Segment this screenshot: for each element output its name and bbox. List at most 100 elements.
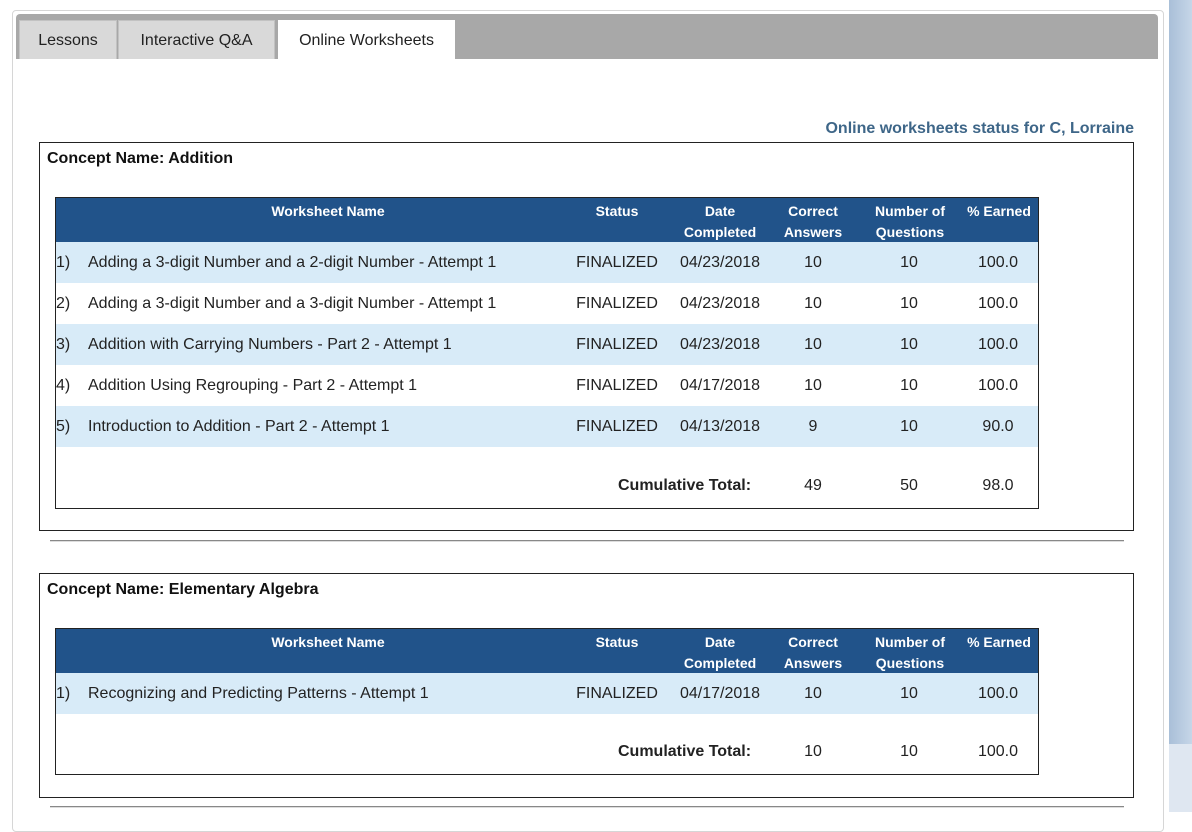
cell-name[interactable]: Recognizing and Predicting Patterns - At… [88, 685, 429, 702]
cell-num: 5) [56, 418, 71, 435]
scrollbar-thumb[interactable] [1169, 744, 1192, 812]
col-header-status: Status [576, 201, 658, 222]
col-header-date-completed: Date Completed [670, 201, 770, 243]
col-header-percent-earned-line: % Earned [967, 203, 1031, 219]
cumulative-total-row: Cumulative Total: 49 50 98.0 [56, 471, 1038, 501]
col-header-correct-answers-line: Correct [788, 634, 838, 650]
col-header-correct-answers-line: Answers [783, 655, 843, 671]
total-earned: 100.0 [977, 743, 1019, 760]
col-header-status-line: Status [595, 203, 639, 219]
tab-lessons[interactable]: Lessons [19, 20, 117, 59]
col-header-number-of-questions-line: Questions [875, 224, 945, 240]
cell-date: 04/13/2018 [679, 418, 761, 435]
cell-name[interactable]: Introduction to Addition - Part 2 - Atte… [88, 418, 390, 435]
scrollbar[interactable] [1169, 0, 1192, 812]
cumulative-total-label: Cumulative Total: [618, 477, 752, 494]
total-correct: 10 [804, 743, 822, 760]
cell-status: FINALIZED [576, 295, 658, 312]
col-header-status: Status [576, 632, 658, 653]
cumulative-total-row: Cumulative Total: 10 10 100.0 [56, 737, 1038, 767]
cell-questions: 10 [900, 685, 918, 702]
total-earned: 98.0 [982, 477, 1014, 494]
cell-name[interactable]: Adding a 3-digit Number and a 2-digit Nu… [88, 254, 497, 271]
cell-questions: 10 [900, 336, 918, 353]
cell-status: FINALIZED [576, 685, 658, 702]
table-row: 1) Adding a 3-digit Number and a 2-digit … [56, 242, 1038, 283]
cell-name[interactable]: Adding a 3-digit Number and a 3-digit Nu… [88, 295, 497, 312]
col-header-correct-answers: Correct Answers [774, 632, 852, 674]
col-header-number-of-questions: Number of Questions [862, 201, 958, 243]
tab-online-worksheets[interactable]: Online Worksheets [278, 20, 455, 60]
col-header-percent-earned-line: % Earned [967, 634, 1031, 650]
cell-questions: 10 [900, 254, 918, 271]
cell-correct: 10 [804, 336, 822, 353]
cell-date: 04/23/2018 [679, 295, 761, 312]
worksheet-table-elementary-algebra: Worksheet Name Status Date Completed Correct… [55, 628, 1039, 775]
col-header-number-of-questions-line: Number of [875, 634, 945, 650]
cell-name[interactable]: Addition with Carrying Numbers - Part 2 … [88, 336, 452, 353]
table-row: 3) Addition with Carrying Numbers - Part … [56, 324, 1038, 365]
col-header-correct-answers: Correct Answers [774, 201, 852, 243]
total-questions: 10 [900, 743, 918, 760]
cell-correct: 9 [808, 418, 818, 435]
col-header-number-of-questions-line: Number of [875, 203, 945, 219]
cell-correct: 10 [804, 685, 822, 702]
total-questions: 50 [900, 477, 918, 494]
cell-earned: 100.0 [977, 295, 1019, 312]
tab-interactive-qa[interactable]: Interactive Q&A [118, 20, 275, 59]
status-title: Online worksheets status for C, Lorraine [825, 120, 1134, 137]
col-header-worksheet-name: Worksheet Name [208, 201, 448, 222]
col-header-worksheet-name: Worksheet Name [208, 632, 448, 653]
col-header-date-completed-line: Date [704, 634, 736, 650]
cell-questions: 10 [900, 418, 918, 435]
col-header-number-of-questions: Number of Questions [862, 632, 958, 674]
cell-correct: 10 [804, 295, 822, 312]
cell-earned: 100.0 [977, 685, 1019, 702]
cell-earned: 90.0 [982, 418, 1014, 435]
concept-label: Concept Name: Elementary Algebra [47, 581, 319, 598]
section-divider [50, 806, 1124, 808]
table-header: Worksheet Name Status Date Completed Correct… [56, 629, 1038, 673]
cell-correct: 10 [804, 254, 822, 271]
cell-status: FINALIZED [576, 418, 658, 435]
table-row: 2) Adding a 3-digit Number and a 3-digit … [56, 283, 1038, 324]
cell-earned: 100.0 [977, 254, 1019, 271]
cell-num: 3) [56, 336, 71, 353]
col-header-number-of-questions-line: Questions [875, 655, 945, 671]
cell-num: 1) [56, 685, 71, 702]
cell-status: FINALIZED [576, 377, 658, 394]
cell-num: 1) [56, 254, 71, 271]
cell-status: FINALIZED [576, 254, 658, 271]
col-header-percent-earned: % Earned [960, 632, 1038, 653]
col-header-worksheet-name-line: Worksheet Name [271, 634, 385, 650]
worksheet-table-addition: Worksheet Name Status Date Completed Correct… [55, 197, 1039, 509]
col-header-date-completed-line: Completed [683, 224, 757, 240]
cumulative-total-label: Cumulative Total: [618, 743, 752, 760]
cell-correct: 10 [804, 377, 822, 394]
cell-date: 04/17/2018 [679, 685, 761, 702]
cell-num: 4) [56, 377, 71, 394]
col-header-status-line: Status [595, 634, 639, 650]
table-row: 1) Recognizing and Predicting Patterns - … [56, 673, 1038, 714]
col-header-date-completed: Date Completed [670, 632, 770, 674]
cell-questions: 10 [900, 295, 918, 312]
col-header-date-completed-line: Date [704, 203, 736, 219]
cell-date: 04/23/2018 [679, 336, 761, 353]
col-header-date-completed-line: Completed [683, 655, 757, 671]
cell-date: 04/23/2018 [679, 254, 761, 271]
col-header-percent-earned: % Earned [960, 201, 1038, 222]
table-row: 5) Introduction to Addition - Part 2 - At… [56, 406, 1038, 447]
col-header-correct-answers-line: Correct [788, 203, 838, 219]
col-header-worksheet-name-line: Worksheet Name [271, 203, 385, 219]
table-header: Worksheet Name Status Date Completed Correct… [56, 198, 1038, 242]
total-correct: 49 [804, 477, 822, 494]
table-row: 4) Addition Using Regrouping - Part 2 - A… [56, 365, 1038, 406]
cell-status: FINALIZED [576, 336, 658, 353]
cell-name[interactable]: Addition Using Regrouping - Part 2 - Att… [88, 377, 418, 394]
cell-earned: 100.0 [977, 377, 1019, 394]
section-divider [50, 540, 1124, 542]
cell-date: 04/17/2018 [679, 377, 761, 394]
concept-label: Concept Name: Addition [47, 150, 234, 167]
cell-earned: 100.0 [977, 336, 1019, 353]
col-header-correct-answers-line: Answers [783, 224, 843, 240]
